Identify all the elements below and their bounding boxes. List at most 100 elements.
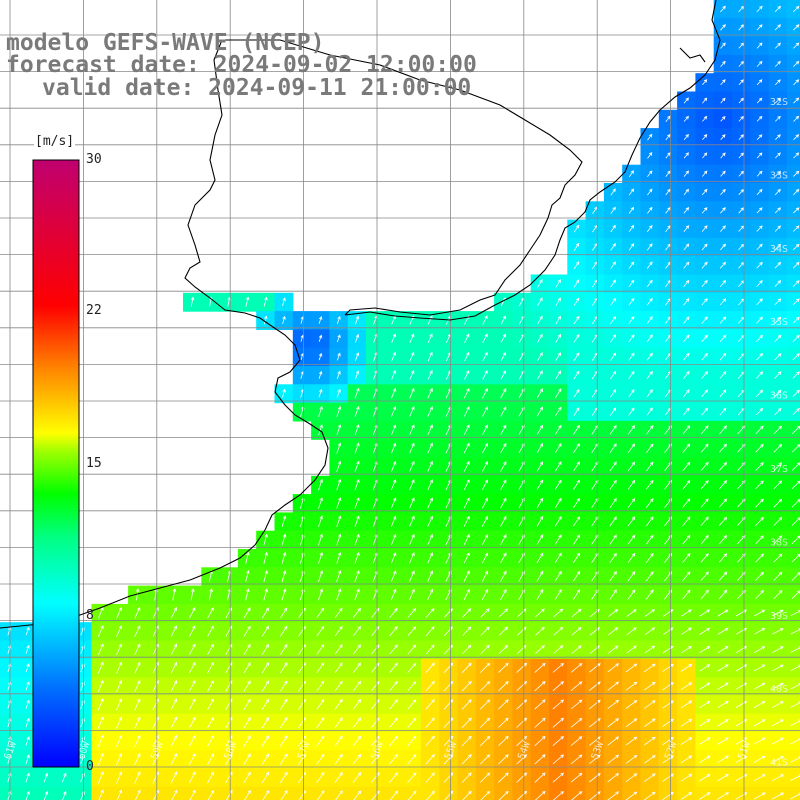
wind-cell xyxy=(420,622,440,642)
wind-arrow xyxy=(391,370,396,380)
wind-arrow xyxy=(498,699,509,710)
wind-cell xyxy=(768,640,788,660)
wind-cell xyxy=(750,750,770,770)
wind-arrow xyxy=(279,680,288,692)
wind-arrow xyxy=(334,607,343,619)
wind-cell xyxy=(475,750,495,770)
latitude-label: 41S xyxy=(770,758,788,769)
wind-arrow xyxy=(647,133,653,141)
wind-arrow xyxy=(702,152,708,159)
wind-arrow xyxy=(516,662,528,673)
wind-cell xyxy=(567,366,587,385)
wind-arrow xyxy=(263,315,268,325)
wind-cell xyxy=(549,274,568,294)
wind-arrow xyxy=(573,497,580,509)
wind-arrow xyxy=(170,771,178,784)
wind-arrow xyxy=(536,589,544,600)
wind-arrow xyxy=(754,646,766,653)
wind-cell xyxy=(622,512,642,532)
wind-arrow xyxy=(443,699,454,710)
wind-arrow xyxy=(463,406,470,417)
wind-cell xyxy=(695,109,715,129)
wind-cell xyxy=(457,622,477,642)
wind-arrow xyxy=(263,551,268,564)
wind-cell xyxy=(622,530,642,550)
wind-arrow xyxy=(170,753,178,766)
wind-arrow xyxy=(570,662,583,673)
wind-cell xyxy=(768,164,788,184)
wind-arrow xyxy=(573,242,580,251)
wind-arrow xyxy=(553,626,564,636)
wind-arrow xyxy=(756,170,763,177)
wind-cell xyxy=(384,658,404,678)
wind-arrow xyxy=(607,663,620,673)
wind-arrow xyxy=(699,737,711,745)
wind-cell xyxy=(713,768,733,788)
wind-arrow xyxy=(97,679,104,692)
wind-arrow xyxy=(644,681,656,691)
wind-arrow xyxy=(589,754,601,765)
wind-cell xyxy=(713,439,733,459)
wind-arrow xyxy=(427,424,433,436)
wind-arrow xyxy=(735,755,748,763)
wind-arrow xyxy=(627,534,636,545)
wind-arrow xyxy=(700,498,709,508)
wind-arrow xyxy=(793,79,800,86)
wind-arrow xyxy=(793,5,800,13)
wind-arrow xyxy=(571,791,583,800)
wind-arrow xyxy=(281,588,287,601)
wind-arrow xyxy=(610,334,617,343)
wind-cell xyxy=(475,311,495,330)
wind-cell xyxy=(622,292,642,312)
wind-cell xyxy=(567,750,587,770)
wind-cell xyxy=(402,768,422,788)
wind-arrow xyxy=(645,534,654,545)
wind-cell xyxy=(585,549,605,568)
wind-arrow xyxy=(318,334,323,342)
wind-arrow xyxy=(554,552,562,564)
wind-arrow xyxy=(774,42,781,49)
wind-cell xyxy=(475,713,495,733)
wind-arrow xyxy=(773,480,783,490)
wind-cell xyxy=(695,677,715,696)
wind-arrow xyxy=(116,643,122,656)
wind-arrow xyxy=(354,588,360,601)
wind-arrow xyxy=(443,735,454,747)
wind-arrow xyxy=(516,790,528,800)
wind-cell xyxy=(677,695,696,715)
wind-cell xyxy=(549,329,568,349)
wind-arrow xyxy=(646,334,653,343)
wind-arrow xyxy=(552,736,565,747)
wind-arrow xyxy=(628,297,635,306)
wind-cell xyxy=(750,146,770,166)
wind-arrow xyxy=(720,207,726,214)
wind-arrow xyxy=(665,152,671,159)
wind-cell xyxy=(164,750,184,770)
wind-arrow xyxy=(427,406,433,417)
wind-cell xyxy=(457,384,477,404)
wind-arrow xyxy=(461,754,472,765)
wind-arrow xyxy=(207,625,214,637)
wind-arrow xyxy=(626,645,637,654)
wind-arrow xyxy=(409,387,415,399)
wind-cell xyxy=(713,164,733,184)
wind-cell xyxy=(549,420,568,440)
wind-cell xyxy=(311,768,330,788)
wind-cell xyxy=(677,549,696,568)
wind-arrow xyxy=(480,717,491,728)
wind-cell xyxy=(713,183,733,202)
wind-cell xyxy=(768,183,788,202)
wind-arrow xyxy=(682,498,691,508)
wind-cell xyxy=(384,603,404,623)
wind-cell xyxy=(494,311,513,330)
latitude-label: 35S xyxy=(770,317,788,328)
wind-cell xyxy=(732,54,751,74)
wind-cell xyxy=(549,311,568,330)
wind-cell xyxy=(695,201,715,221)
wind-cell xyxy=(603,750,623,770)
wind-cell xyxy=(677,658,696,678)
wind-arrow xyxy=(355,333,360,343)
wind-arrow xyxy=(719,389,727,398)
wind-arrow xyxy=(537,315,543,325)
wind-cell xyxy=(402,658,422,678)
